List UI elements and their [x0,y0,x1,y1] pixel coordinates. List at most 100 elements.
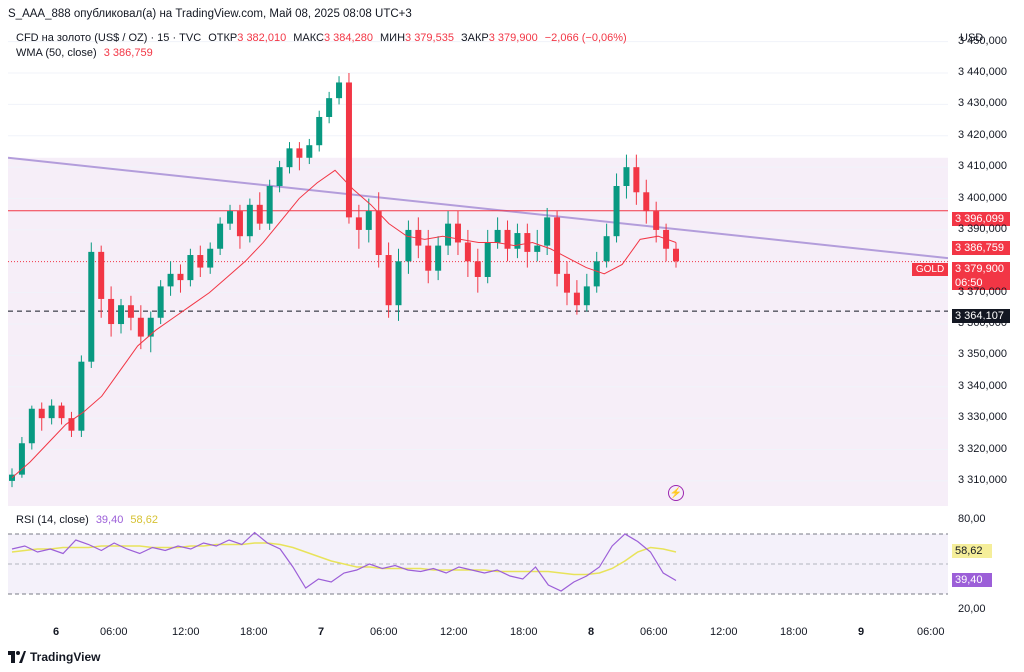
candle-body [157,286,164,318]
candle-body [554,217,561,274]
rsi-label: RSI (14, close) [16,514,89,526]
candle-body [207,248,214,268]
price-tick: 3 420,000 [958,128,1007,141]
time-tick: 12:00 [440,626,468,638]
time-tick: 6 [53,626,60,638]
time-tick: 18:00 [780,626,808,638]
hline-badge: 3 396,099 [952,212,1010,226]
price-tick: 3 410,000 [958,160,1007,173]
open-label: ОТКР [208,32,238,44]
symbol-tag: GOLD [912,263,948,276]
candle-body [246,204,253,237]
candle-body [593,261,600,287]
price-axis[interactable]: 3 396,099 3 386,759 3 379,900 06:50 3 36… [952,26,1024,626]
close-label: ЗАКР [461,32,489,44]
candle-body [445,223,452,246]
rsi-pane[interactable] [8,508,948,620]
rsi-badge: 39,40 [952,573,992,587]
candle-body [583,286,590,306]
candle-body [68,418,75,431]
price-tick: 3 350,000 [958,348,1007,361]
candle-body [544,217,551,246]
candle-body [276,167,283,186]
rsi-legend[interactable]: RSI (14, close) 39,40 58,62 [16,514,162,526]
low-label: МИН [380,32,406,44]
candle-body [375,211,382,256]
time-tick: 06:00 [917,626,945,638]
candle-body [653,211,660,230]
flash-icon[interactable]: ⚡ [668,485,684,501]
rsi-tick-80: 80,00 [958,513,986,525]
candle-body [395,261,402,306]
candle-body [563,273,570,293]
rsi-tick-20: 20,00 [958,603,986,615]
candle-body [118,305,125,325]
time-tick: 12:00 [172,626,200,638]
candle-body [454,223,461,243]
price-tick: 3 400,000 [958,191,1007,204]
price-legend: CFD на золото (US$ / OZ) · 15 · TVC ОТКР… [16,32,631,44]
candle-body [474,261,481,277]
price-tick: 3 430,000 [958,97,1007,110]
low-value: 3 379,535 [405,32,454,44]
time-tick: 18:00 [510,626,538,638]
candle-body [286,148,293,168]
candle-body [137,317,144,337]
candle-body [464,242,471,262]
rsi-line [11,531,677,592]
trend-shaded-area [8,157,948,506]
candle-body [633,167,640,193]
candle-body [28,408,35,444]
candle-body [524,233,531,252]
price-tick: 3 340,000 [958,379,1007,392]
price-chart-svg[interactable] [7,26,949,506]
candle-body [355,217,362,230]
price-tick: 3 310,000 [958,473,1007,486]
rsi-value: 39,40 [95,514,124,526]
price-tick: 3 360,000 [958,317,1007,330]
time-tick: 06:00 [370,626,398,638]
candle-body [345,82,352,218]
tradingview-logo[interactable]: TradingView [8,650,100,664]
candle-body [98,251,105,299]
candle-body [494,229,501,243]
brand-name: TradingView [30,650,101,664]
candle-body [38,408,45,419]
rsi-ma-badge: 58,62 [952,544,992,558]
candle-body [167,273,174,287]
candle-body [197,255,204,268]
candle-body [147,317,154,337]
price-tick: 3 330,000 [958,411,1007,424]
candle-body [18,443,25,475]
dashed-level-badge: 3 364,107 [952,309,1010,323]
price-chart[interactable] [7,26,949,506]
candle-body [623,167,630,186]
candle-body [673,248,679,262]
change-value: −2,066 (−0,06%) [544,32,627,44]
price-tick: 3 370,000 [958,285,1007,298]
candle-body [48,405,55,419]
close-value: 3 379,900 [488,32,538,44]
candle-body [306,145,313,158]
time-tick: 18:00 [240,626,268,638]
price-tick: 3 390,000 [958,222,1007,235]
time-tick: 9 [858,626,865,638]
rsi-ma-value: 58,62 [130,514,158,526]
candle-body [236,211,243,237]
candle-body [484,242,491,277]
candle-body [435,245,442,271]
symbol-name[interactable]: CFD на золото (US$ / OZ) · 15 · TVC [16,32,202,44]
wma-value: 3 386,759 [103,47,153,59]
currency-label[interactable]: USD [960,32,984,44]
wma-label: WMA (50, close) [16,47,97,59]
wma-legend[interactable]: WMA (50, close) 3 386,759 [16,47,157,59]
candle-body [266,186,273,224]
candles [9,73,679,488]
time-tick: 8 [588,626,595,638]
candle-body [365,211,372,230]
candle-body [256,204,263,224]
candle-body [177,273,184,281]
trend-line[interactable] [7,156,949,260]
candle-body [316,116,323,146]
time-tick: 06:00 [100,626,128,638]
